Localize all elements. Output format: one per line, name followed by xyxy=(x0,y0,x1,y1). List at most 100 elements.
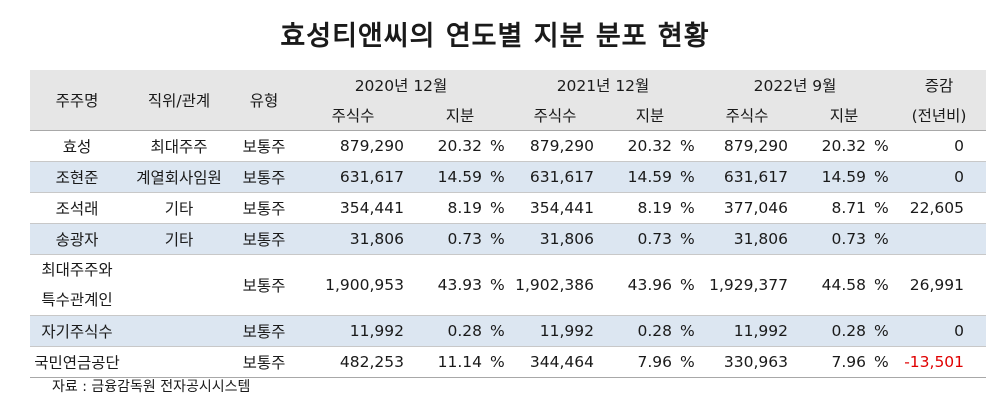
shareholder-name: 조석래 xyxy=(30,192,124,224)
percent-sign: % xyxy=(482,315,508,347)
shares-2021: 354,441 xyxy=(508,192,602,224)
percent-sign: % xyxy=(482,192,508,224)
shares-2022: 1,929,377 xyxy=(698,254,796,316)
percent-sign: % xyxy=(672,161,698,193)
shares-2021: 631,617 xyxy=(508,161,602,193)
type-cell: 보통주 xyxy=(234,161,294,193)
stake-2021: 7.96 xyxy=(602,346,672,378)
percent-sign: % xyxy=(866,161,893,193)
position-cell: 기타 xyxy=(124,192,234,224)
change-cell: -13,501 xyxy=(892,346,987,378)
percent-sign: % xyxy=(866,254,893,316)
table-row: 송광자 기타 보통주 31,806 0.73% 31,806 0.73% 31,806 0.73… xyxy=(30,223,987,255)
percent-sign: % xyxy=(482,223,508,255)
header-shares: 주식수 xyxy=(508,100,602,131)
stake-2022: 14.59 xyxy=(796,161,866,193)
percent-sign: % xyxy=(866,223,893,255)
percent-sign: % xyxy=(672,192,698,224)
stake-2021: 0.73 xyxy=(602,223,672,255)
header-period-2021: 2021년 12월 xyxy=(508,70,698,100)
table-row: 효성 최대주주 보통주 879,290 20.32% 879,290 20.32% 879,2… xyxy=(30,130,987,162)
table-row: 자기주식수 보통주 11,992 0.28% 11,992 0.28% 11,992 0.28… xyxy=(30,315,987,347)
percent-sign: % xyxy=(672,223,698,255)
stake-2020: 0.73 xyxy=(412,223,482,255)
type-cell: 보통주 xyxy=(234,192,294,224)
stake-2022: 0.28 xyxy=(796,315,866,347)
stake-2020: 11.14 xyxy=(412,346,482,378)
percent-sign: % xyxy=(672,346,698,378)
percent-sign: % xyxy=(482,346,508,378)
table-row: 조석래 기타 보통주 354,441 8.19% 354,441 8.19% 377,046 8… xyxy=(30,192,987,224)
header-stake: 지분 xyxy=(796,100,893,131)
shares-2021: 31,806 xyxy=(508,223,602,255)
change-cell xyxy=(892,223,987,255)
stake-2020: 14.59 xyxy=(412,161,482,193)
shareholding-table: 주주명 직위/관계 유형 2020년 12월 2021년 12월 2022년 9… xyxy=(30,70,987,378)
page-title: 효성티앤씨의 연도별 지분 분포 현황 xyxy=(280,21,710,52)
position-cell: 최대주주 xyxy=(124,130,234,162)
shares-2021: 344,464 xyxy=(508,346,602,378)
shareholder-name-line1: 최대주주와 xyxy=(41,261,113,279)
shares-2020: 879,290 xyxy=(294,130,412,162)
stake-2020: 43.93 xyxy=(412,254,482,316)
shares-2022: 377,046 xyxy=(698,192,796,224)
shareholder-name: 송광자 xyxy=(30,223,124,255)
percent-sign: % xyxy=(672,130,698,162)
percent-sign: % xyxy=(482,254,508,316)
shares-2020: 631,617 xyxy=(294,161,412,193)
shareholder-name-line2: 특수관계인 xyxy=(41,291,113,309)
percent-sign: % xyxy=(866,130,893,162)
shareholder-name: 조현준 xyxy=(30,161,124,193)
percent-sign: % xyxy=(672,254,698,316)
stake-2021: 8.19 xyxy=(602,192,672,224)
stake-2021: 43.96 xyxy=(602,254,672,316)
stake-2021: 14.59 xyxy=(602,161,672,193)
shares-2020: 11,992 xyxy=(294,315,412,347)
change-cell: 26,991 xyxy=(892,254,987,316)
stake-2021: 0.28 xyxy=(602,315,672,347)
change-cell: 0 xyxy=(892,161,987,193)
shareholder-name: 국민연금공단 xyxy=(30,346,124,378)
shares-2020: 1,900,953 xyxy=(294,254,412,316)
percent-sign: % xyxy=(866,315,893,347)
change-cell: 0 xyxy=(892,315,987,347)
position-cell: 기타 xyxy=(124,223,234,255)
stake-2020: 8.19 xyxy=(412,192,482,224)
type-cell: 보통주 xyxy=(234,254,294,316)
percent-sign: % xyxy=(482,130,508,162)
shares-2020: 482,253 xyxy=(294,346,412,378)
type-cell: 보통주 xyxy=(234,346,294,378)
table-row: 조현준 계열회사임원 보통주 631,617 14.59% 631,617 14.59% 63… xyxy=(30,161,987,193)
shares-2022: 631,617 xyxy=(698,161,796,193)
shareholder-name: 효성 xyxy=(30,130,124,162)
stake-2021: 20.32 xyxy=(602,130,672,162)
header-period-2022: 2022년 9월 xyxy=(698,70,893,100)
percent-sign: % xyxy=(672,315,698,347)
header-change: 증감 xyxy=(892,70,987,100)
shares-2021: 879,290 xyxy=(508,130,602,162)
header-type: 유형 xyxy=(234,70,294,131)
header-position: 직위/관계 xyxy=(124,70,234,131)
percent-sign: % xyxy=(866,346,893,378)
stake-2022: 20.32 xyxy=(796,130,866,162)
shares-2021: 1,902,386 xyxy=(508,254,602,316)
header-stake: 지분 xyxy=(412,100,508,131)
shares-2021: 11,992 xyxy=(508,315,602,347)
shares-2020: 354,441 xyxy=(294,192,412,224)
stake-2020: 0.28 xyxy=(412,315,482,347)
shareholder-name: 자기주식수 xyxy=(30,315,124,347)
header-shareholder: 주주명 xyxy=(30,70,124,131)
header-change-sub: (전년비) xyxy=(892,100,987,131)
position-cell: 계열회사임원 xyxy=(124,161,234,193)
shares-2022: 11,992 xyxy=(698,315,796,347)
type-cell: 보통주 xyxy=(234,130,294,162)
type-cell: 보통주 xyxy=(234,315,294,347)
header-shares: 주식수 xyxy=(698,100,796,131)
shares-2022: 879,290 xyxy=(698,130,796,162)
stake-2022: 44.58 xyxy=(796,254,866,316)
source-note: 자료 : 금융감독원 전자공시시스템 xyxy=(52,379,251,395)
change-cell: 22,605 xyxy=(892,192,987,224)
percent-sign: % xyxy=(482,161,508,193)
percent-sign: % xyxy=(866,192,893,224)
table-row: 최대주주와 특수관계인 보통주 1,900,953 43.93% 1,902,386 43.… xyxy=(30,254,987,316)
